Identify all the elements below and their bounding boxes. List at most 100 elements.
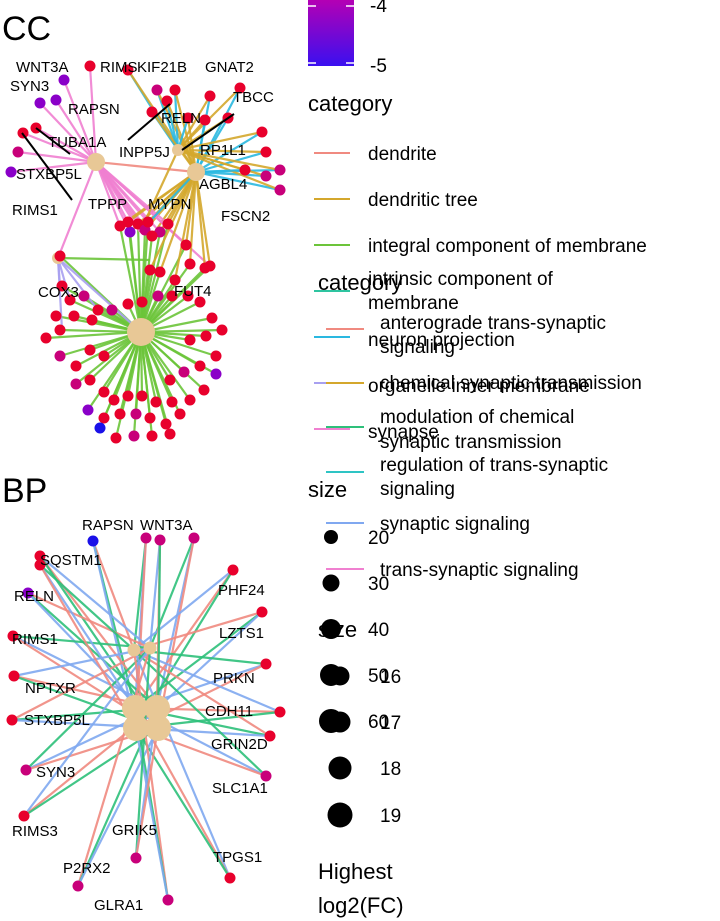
gene-node [34,97,46,109]
category-node [122,695,148,721]
gene-label-rapsn: RAPSN [82,517,134,534]
legend-label-modulation: modulation of chemical synaptic transmis… [380,407,580,453]
edge [27,591,151,650]
edge [195,170,281,192]
edge [195,117,229,173]
edge [10,160,97,174]
edge [22,131,97,164]
legend-label-anterograde: anterograde trans-synaptic signaling [380,313,611,358]
gene-node [188,532,200,544]
edge [39,564,135,651]
size-key-30 [322,574,340,592]
edge [134,647,152,859]
gene-node [154,266,166,278]
legend-label-synapse: synapse [368,422,439,443]
edge [173,89,198,173]
edge [88,65,98,163]
bp-panel-title: BP [2,472,47,510]
category-node [127,643,141,657]
edge [55,99,97,163]
gene-node [199,114,211,126]
legend-label-chemical-synaptic: chemical synaptic transmission [380,373,642,394]
gene-node [164,374,176,386]
edge [177,119,206,151]
fc-colorbar-gradient [308,0,354,66]
gene-node [198,384,210,396]
gene-label-rapsn: RAPSN [68,101,120,118]
legend-label-trans-synaptic: trans-synaptic signaling [380,560,579,581]
cc-gene-labels: WNT3A RIMS KIF21B GNAT2 SYN3 RAPSN TBCC … [10,59,274,301]
edge [39,564,137,729]
gene-node [122,64,134,76]
edge [57,257,142,333]
gene-node [146,430,158,442]
gene-node [142,216,154,228]
gene-node [98,350,110,362]
gene-node [94,422,106,434]
gene-node [82,404,94,416]
edge [132,649,232,879]
edge [177,148,246,172]
gene-node [86,314,98,326]
gene-node [70,360,82,372]
legend-label-dendrite: dendrite [368,144,437,165]
gene-label-tbcc: TBCC [233,89,274,106]
gene-node [234,82,246,94]
gene-node [174,408,186,420]
edge [151,111,197,173]
category-node-dendritic-tree [187,163,205,181]
edge [23,647,151,817]
label-leader [21,132,73,201]
gene-node [136,390,148,402]
gene-node [162,894,174,906]
gene-node [72,880,84,892]
edge [195,150,267,174]
size-legend-cc: size 20 30 40 50 60 [308,477,389,733]
gene-node [144,264,156,276]
gene-node [184,334,196,346]
gene-node [54,250,66,262]
edge [57,257,99,311]
gene-label-rims1: RIMS1 [12,202,58,219]
edge [133,610,263,652]
edge [98,331,143,429]
size-key-20 [324,530,338,544]
gene-label-rims3: RIMS3 [12,823,58,840]
gene-label-glra1: GLRA1 [94,897,143,914]
gene-label-wnt3a: WNT3A [140,517,193,534]
category-node-neuron-projection [172,144,184,156]
gene-node [87,535,99,547]
edge [186,117,198,173]
size-legend-title-bp: size [318,617,357,642]
edge [195,170,267,178]
legend-label-neuron-projection: neuron projection [368,330,515,351]
edge [39,555,151,649]
edge [56,161,98,259]
gene-node [84,344,96,356]
size-label-18: 18 [380,759,401,780]
edge [57,256,151,262]
gene-node [40,332,52,344]
gene-label-tppp: TPPP [88,196,127,213]
edge [133,648,267,666]
edge [39,102,97,163]
gene-node [224,872,236,884]
gene-node [256,126,268,138]
size-key-16 [330,666,350,686]
size-label-30: 30 [368,574,389,595]
edge [177,95,211,151]
size-legend-bp: size 16 17 18 19 [318,617,401,828]
category-legend-cc: category dendrite dendritic tree integra… [308,91,647,443]
gene-node [162,218,174,230]
gene-node [154,534,166,546]
gene-node [151,84,163,96]
gene-label-tuba1a: TUBA1A [48,134,106,151]
gene-label-fut4: FUT4 [174,283,212,300]
edge [165,100,180,151]
gene-node [160,418,172,430]
gene-node [64,294,76,306]
edge [140,331,205,391]
gene-label-reln: RELN [161,110,201,127]
fc-tick-minus5: -5 [370,56,387,77]
